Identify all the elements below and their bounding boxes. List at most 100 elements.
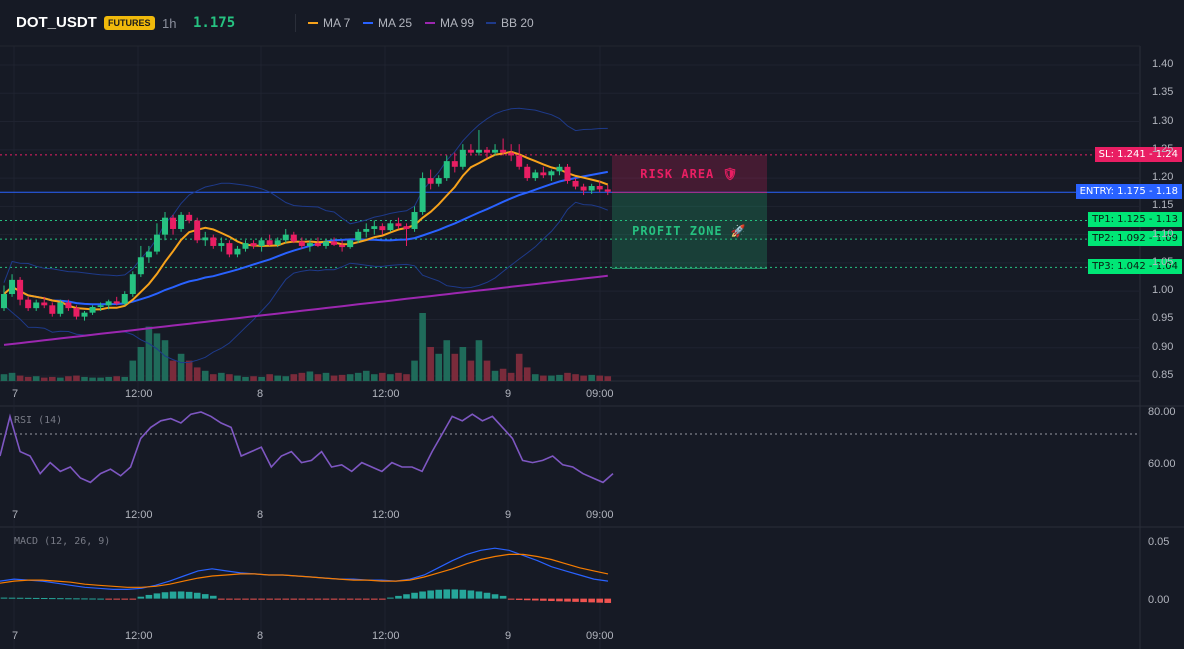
volume-bar xyxy=(443,340,451,381)
candle-body xyxy=(532,172,539,179)
macd-histogram-bar xyxy=(604,598,612,603)
rsi-label: RSI (14) xyxy=(14,415,63,426)
candle-body xyxy=(194,220,201,241)
macd-histogram-bar xyxy=(250,598,257,600)
volume-bar xyxy=(258,376,265,381)
tp1-tag[interactable]: TP1: 1.125 - 1.13 xyxy=(1088,212,1182,227)
legend-bb20[interactable]: BB 20 xyxy=(486,16,534,30)
price-tick: 1.05 xyxy=(1152,255,1174,268)
candle-body xyxy=(25,299,32,309)
volume-bar xyxy=(322,372,330,381)
candle-body xyxy=(113,301,120,304)
volume-bar xyxy=(242,376,249,381)
volume-bar xyxy=(57,377,64,381)
candle-body xyxy=(170,217,177,229)
ma99-swatch-icon xyxy=(425,22,435,24)
macd-histogram-bar xyxy=(218,598,225,600)
candle-body xyxy=(274,240,281,245)
volume-bar xyxy=(81,376,88,381)
candle-body xyxy=(129,274,136,295)
time-tick-macd: 12:00 xyxy=(125,630,153,642)
volume-bar xyxy=(274,375,281,381)
candle-body xyxy=(162,217,168,235)
candle-body xyxy=(604,189,611,192)
price-tick: 1.40 xyxy=(1152,58,1174,70)
volume-bar xyxy=(201,370,209,381)
macd-histogram-bar xyxy=(226,598,233,600)
macd-histogram-bar xyxy=(451,589,459,599)
legend-ma25[interactable]: MA 25 xyxy=(363,16,412,30)
volume-bar xyxy=(137,347,145,381)
macd-histogram-bar xyxy=(234,598,241,600)
timeframe-label[interactable]: 1h xyxy=(162,16,177,31)
candle-body xyxy=(306,243,313,246)
macd-histogram-bar xyxy=(523,598,531,601)
candle-body xyxy=(210,237,217,246)
volume-bar xyxy=(89,377,96,381)
time-tick: 12:00 xyxy=(372,388,400,400)
risk-area-zone[interactable]: RISK AREA 🛡 xyxy=(612,155,767,193)
candle-body xyxy=(459,149,466,167)
candle-body xyxy=(186,214,193,221)
macd-histogram-bar xyxy=(387,597,394,599)
tp3-tag[interactable]: TP3: 1.042 - 1.04 xyxy=(1088,259,1182,274)
volume-bar xyxy=(306,371,314,381)
macd-histogram-bar xyxy=(362,598,370,600)
price-tick: 1.20 xyxy=(1152,171,1174,184)
time-tick-macd: 8 xyxy=(257,630,264,642)
candle-body xyxy=(9,279,16,295)
volume-bar xyxy=(604,376,612,381)
candle-body xyxy=(492,149,499,153)
ma25-line xyxy=(3,170,608,306)
volume-bar xyxy=(403,374,410,381)
symbol-name[interactable]: DOT_USDT xyxy=(16,14,97,31)
volume-bar xyxy=(427,347,434,381)
candle-body xyxy=(298,241,305,246)
macd-histogram-bar xyxy=(274,598,281,600)
legend-ma99[interactable]: MA 99 xyxy=(425,16,474,30)
price-tick: 1.15 xyxy=(1152,199,1174,212)
candle-body xyxy=(347,240,354,248)
macd-histogram-bar xyxy=(459,589,467,599)
macd-histogram-bar xyxy=(81,598,88,600)
macd-histogram-bar xyxy=(596,598,603,603)
candle-body xyxy=(467,149,474,153)
time-tick-rsi: 12:00 xyxy=(372,509,400,521)
macd-histogram-bar xyxy=(548,598,555,602)
volume-bar xyxy=(97,377,104,381)
candle-body xyxy=(73,308,80,317)
macd-histogram-bar xyxy=(354,598,362,600)
candle-body xyxy=(596,186,603,190)
volume-bar xyxy=(113,376,120,381)
stop-loss-tag[interactable]: SL: 1.241 - 1.24 xyxy=(1094,147,1182,162)
legend-bb20-label: BB 20 xyxy=(501,16,534,30)
candle-body xyxy=(234,248,241,255)
macd-histogram-bar xyxy=(395,595,402,599)
macd-histogram-bar xyxy=(177,591,185,599)
candle-body xyxy=(121,294,128,304)
profit-zone[interactable]: PROFIT ZONE 🚀 xyxy=(612,193,767,269)
macd-histogram-bar xyxy=(57,598,64,600)
macd-histogram-bar xyxy=(73,598,80,600)
volume-bar xyxy=(65,376,72,381)
volume-bar xyxy=(371,374,378,381)
legend-ma7[interactable]: MA 7 xyxy=(308,16,350,30)
time-tick: 12:00 xyxy=(125,388,153,400)
macd-histogram-bar xyxy=(242,598,249,600)
volume-bar xyxy=(379,372,386,381)
volume-bar xyxy=(32,376,40,381)
price-tick: 0.85 xyxy=(1152,369,1174,381)
candle-body xyxy=(339,244,346,248)
candle-body xyxy=(524,166,531,179)
time-tick: 9 xyxy=(505,388,512,400)
tp2-tag[interactable]: TP2: 1.092 - 1.09 xyxy=(1088,231,1182,246)
volume-bar xyxy=(8,372,16,381)
macd-histogram-bar xyxy=(137,596,145,599)
macd-histogram-bar xyxy=(258,598,265,600)
ma99-line xyxy=(3,274,608,346)
time-tick-rsi: 12:00 xyxy=(125,509,153,521)
entry-tag[interactable]: ENTRY: 1.175 - 1.18 xyxy=(1075,184,1182,199)
price-tick: 0.90 xyxy=(1152,340,1174,353)
ma7-swatch-icon xyxy=(308,22,318,24)
